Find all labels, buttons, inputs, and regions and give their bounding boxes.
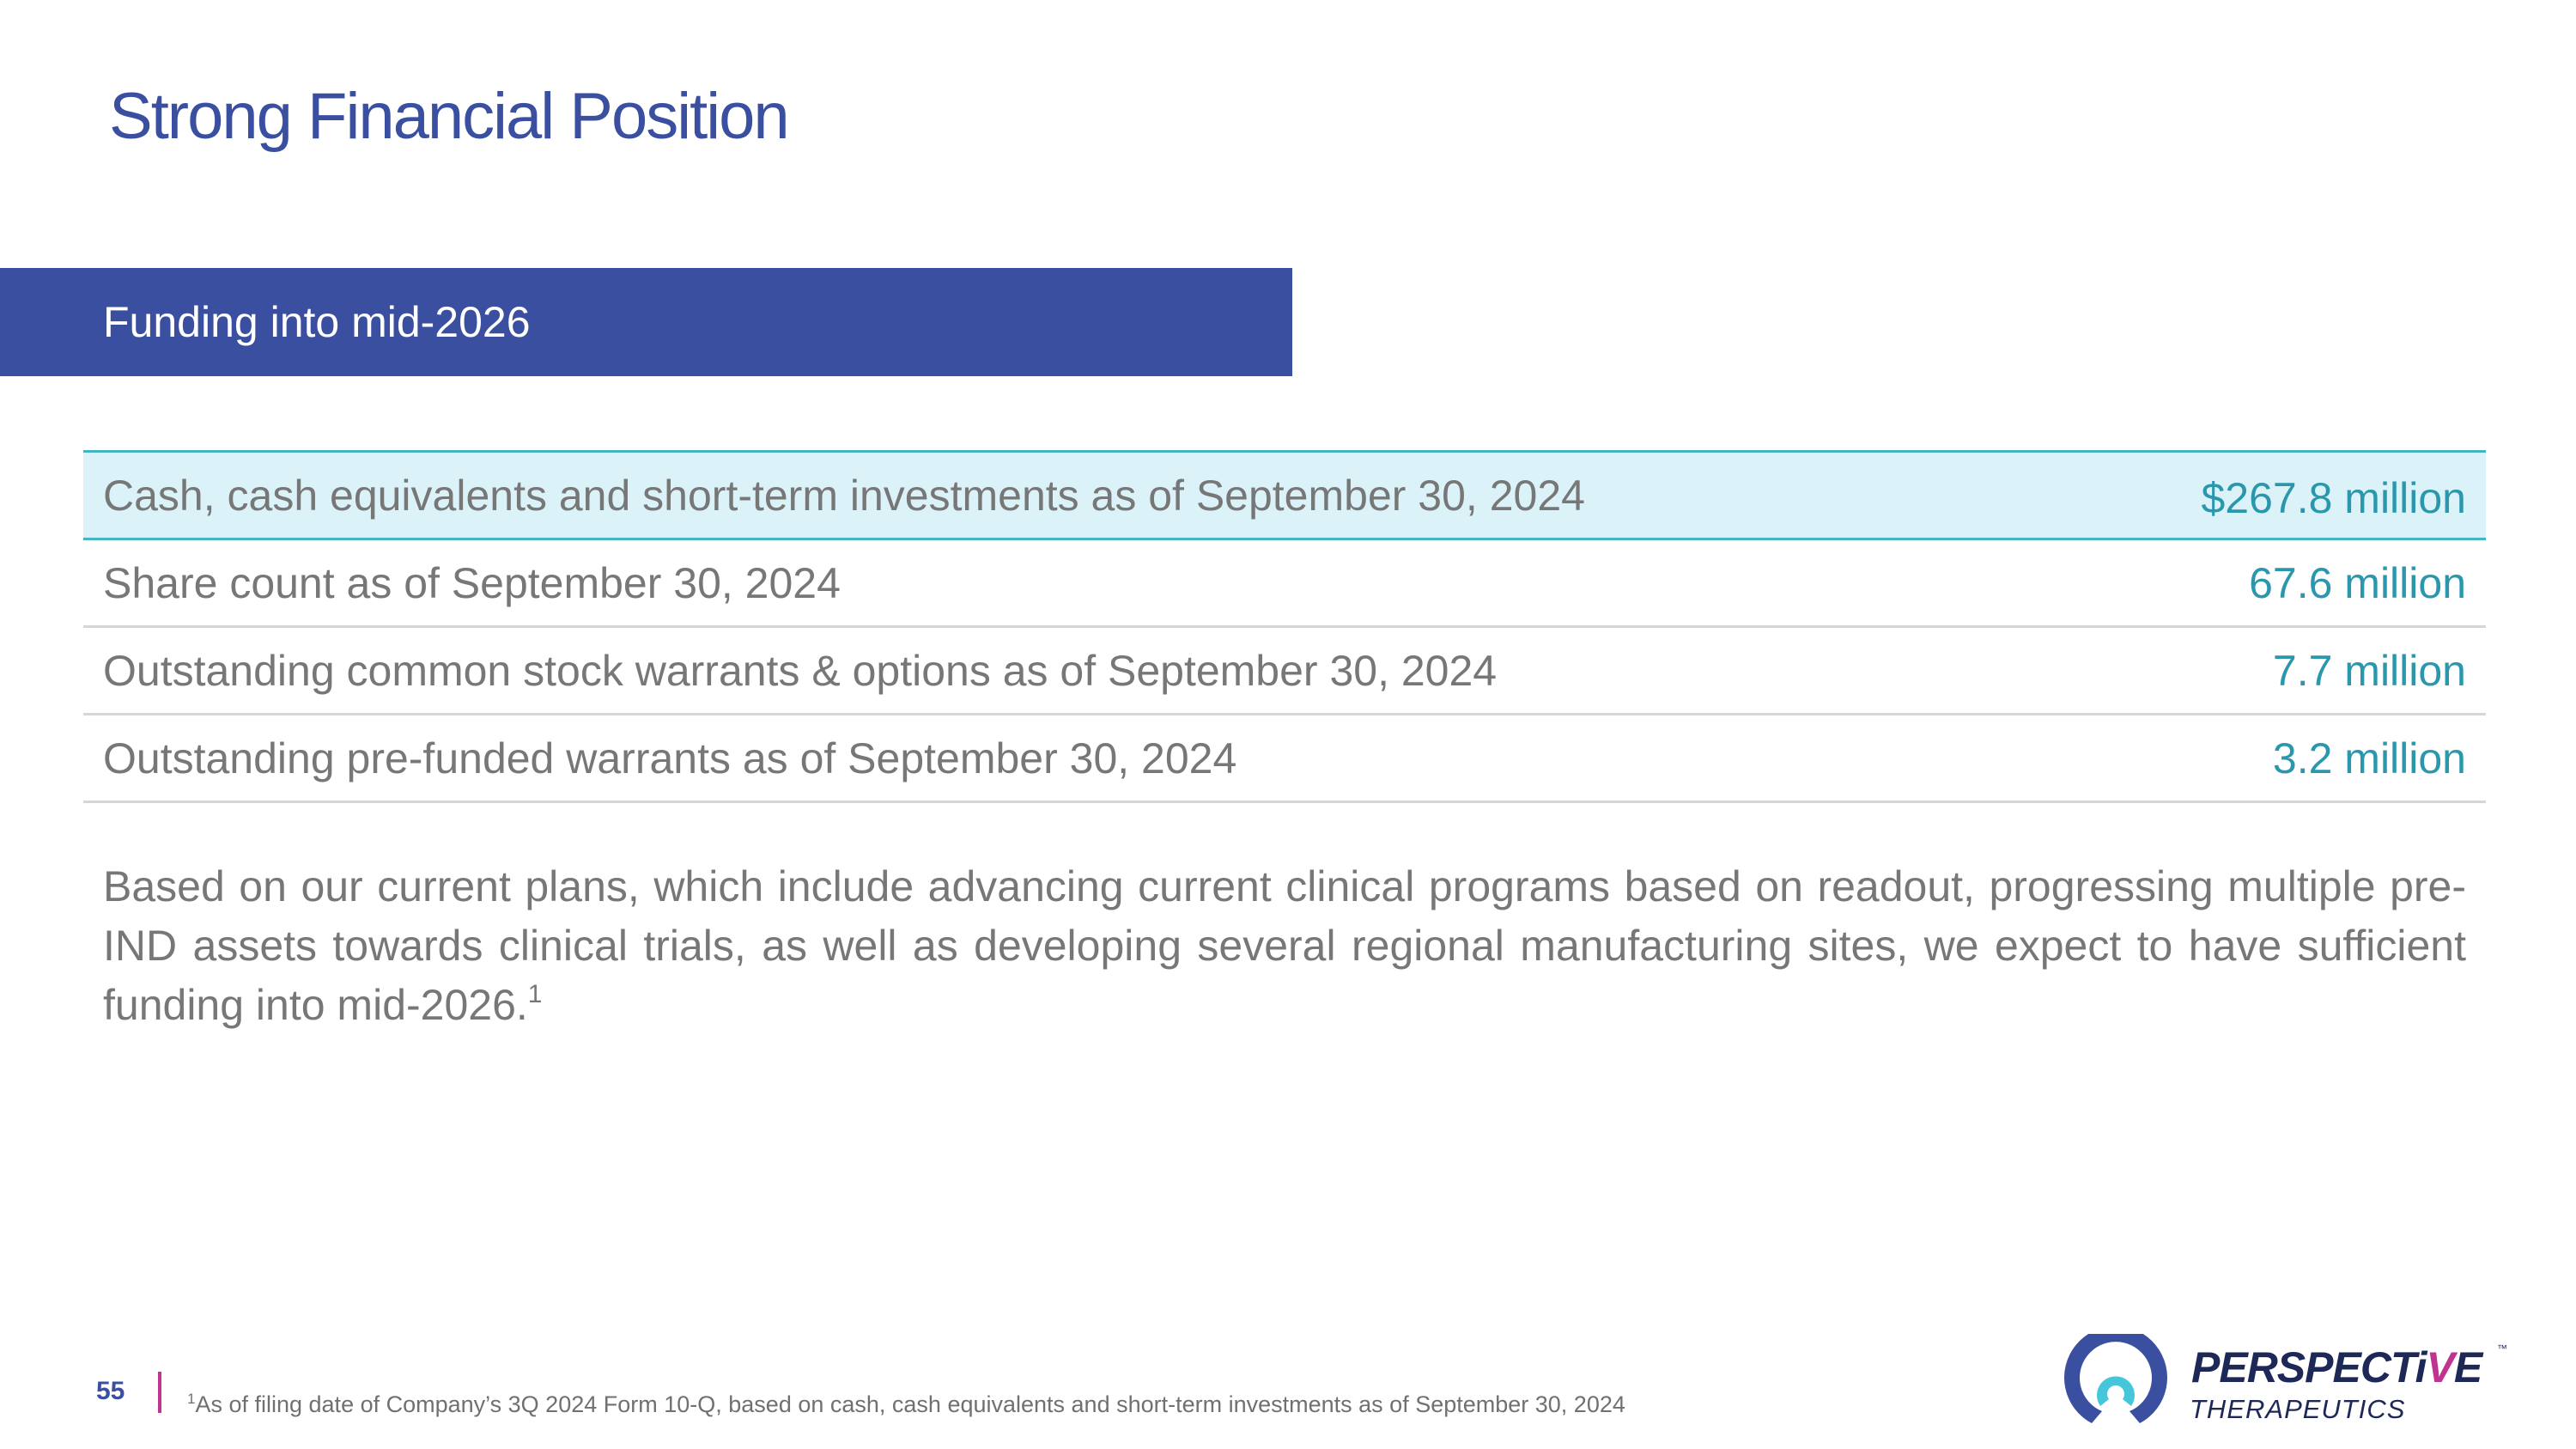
footnote-text: As of filing date of Company’s 3Q 2024 F… <box>195 1391 1625 1417</box>
funding-statement-text: Based on our current plans, which includ… <box>103 862 2466 1029</box>
logo-subtitle: THERAPEUTICS <box>2190 1394 2406 1424</box>
row-label: Outstanding common stock warrants & opti… <box>103 646 1498 695</box>
footnote-marker: 1 <box>187 1391 196 1407</box>
logo-mark-icon <box>2064 1334 2167 1423</box>
row-value: 7.7 million <box>2272 646 2466 695</box>
table-row: Share count as of September 30, 2024 67.… <box>83 540 2486 628</box>
table-row: Outstanding pre-funded warrants as of Se… <box>83 715 2486 803</box>
banner-label: Funding into mid-2026 <box>103 298 531 346</box>
footnote-reference: 1 <box>527 980 543 1008</box>
row-label: Outstanding pre-funded warrants as of Se… <box>103 734 1237 782</box>
section-banner: Funding into mid-2026 <box>0 268 1292 376</box>
row-label: Share count as of September 30, 2024 <box>103 558 841 607</box>
financial-table: Cash, cash equivalents and short-term in… <box>83 450 2486 803</box>
logo-trademark: ™ <box>2497 1342 2507 1355</box>
footnote: 1As of filing date of Company’s 3Q 2024 … <box>187 1391 1625 1418</box>
row-value: 3.2 million <box>2272 734 2466 782</box>
funding-statement: Based on our current plans, which includ… <box>103 857 2466 1035</box>
company-logo: PERSPECTiVE ™ THERAPEUTICS <box>2061 1334 2507 1428</box>
table-row: Cash, cash equivalents and short-term in… <box>83 450 2486 540</box>
row-value: $267.8 million <box>2201 473 2466 522</box>
table-row: Outstanding common stock warrants & opti… <box>83 628 2486 715</box>
slide-title: Strong Financial Position <box>109 80 790 153</box>
page-number: 55 <box>96 1377 125 1405</box>
row-label: Cash, cash equivalents and short-term in… <box>103 471 1585 520</box>
logo-wordmark: PERSPECTiVE <box>2191 1343 2482 1391</box>
footer-divider <box>158 1372 161 1413</box>
row-value: 67.6 million <box>2249 558 2466 607</box>
